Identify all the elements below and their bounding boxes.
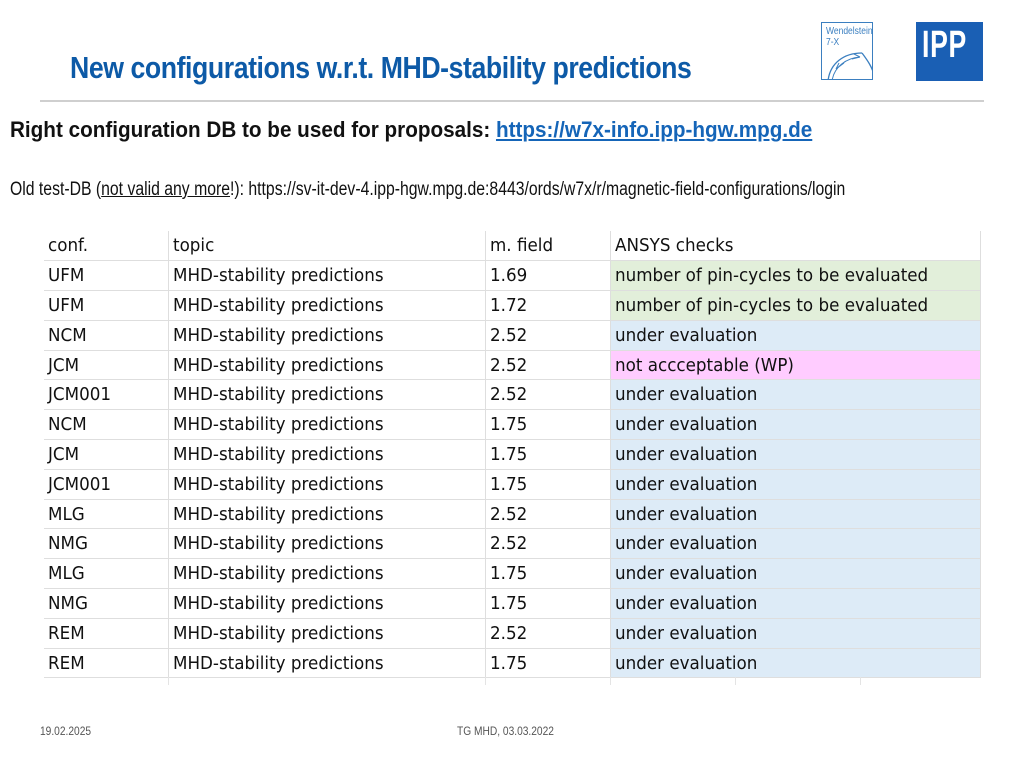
cell-m-field: 1.75 <box>485 409 611 441</box>
configuration-table: conf. topic m. field ANSYS checks UFM MH… <box>44 231 981 679</box>
cell-m-field: 1.75 <box>485 588 611 619</box>
w7x-logo-line1: Wendelstein <box>826 26 873 37</box>
cell-conf: REM <box>44 648 169 679</box>
cell-conf: NMG <box>44 528 169 560</box>
gridline-stub <box>485 677 486 685</box>
cell-conf: NMG <box>44 588 169 619</box>
table-row: NMG MHD-stability predictions 1.75 under… <box>44 588 981 619</box>
gridline-stub <box>860 677 861 685</box>
wendelstein-7x-logo: Wendelstein 7-X <box>821 22 873 80</box>
cell-ansys-status: number of pin-cycles to be evaluated <box>610 290 981 321</box>
w7x-logo-line2: 7-X <box>826 37 840 48</box>
table-row: REM MHD-stability predictions 2.52 under… <box>44 618 981 649</box>
table-row: MLG MHD-stability predictions 1.75 under… <box>44 558 981 590</box>
table-row: NCM MHD-stability predictions 2.52 under… <box>44 320 981 351</box>
cell-conf: JCM001 <box>44 379 169 411</box>
proposal-db-link[interactable]: https://w7x-info.ipp-hgw.mpg.de <box>495 117 813 142</box>
table-row: JCM MHD-stability predictions 2.52 not a… <box>44 350 981 381</box>
cell-m-field: 1.75 <box>485 558 611 590</box>
cell-conf: JCM <box>44 350 169 381</box>
cell-m-field: 1.75 <box>485 648 611 679</box>
cell-m-field: 2.52 <box>485 379 611 411</box>
cell-topic: MHD-stability predictions <box>168 260 486 292</box>
table-row: NMG MHD-stability predictions 2.52 under… <box>44 528 981 560</box>
gridline-stub <box>735 677 736 685</box>
cell-topic: MHD-stability predictions <box>168 350 486 381</box>
proposal-db-label: Right configuration DB to be used for pr… <box>10 117 496 142</box>
gridline-stub <box>610 677 611 685</box>
table-row: MLG MHD-stability predictions 2.52 under… <box>44 499 981 530</box>
cell-m-field: 2.52 <box>485 618 611 649</box>
cell-m-field: 1.75 <box>485 439 611 470</box>
cell-conf: JCM001 <box>44 469 169 500</box>
cell-conf: UFM <box>44 290 169 321</box>
cell-topic: MHD-stability predictions <box>168 558 486 590</box>
cell-m-field: 2.52 <box>485 528 611 560</box>
cell-ansys-status: under evaluation <box>610 648 981 679</box>
table-row: JCM001 MHD-stability predictions 1.75 un… <box>44 469 981 500</box>
proposal-db-line: Right configuration DB to be used for pr… <box>10 117 812 143</box>
table-row: JCM MHD-stability predictions 1.75 under… <box>44 439 981 470</box>
table-row: UFM MHD-stability predictions 1.72 numbe… <box>44 290 981 321</box>
cell-topic: MHD-stability predictions <box>168 409 486 441</box>
table-header-row: conf. topic m. field ANSYS checks <box>44 231 981 262</box>
old-test-db-line: Old test-DB (not valid any more!): https… <box>10 179 845 201</box>
cell-ansys-status: under evaluation <box>610 528 981 560</box>
cell-ansys-status: under evaluation <box>610 469 981 500</box>
old-db-not-valid-note: not valid any more <box>101 179 231 200</box>
gridline-stub <box>168 677 169 685</box>
cell-topic: MHD-stability predictions <box>168 528 486 560</box>
header-topic: topic <box>168 231 486 262</box>
cell-ansys-status: under evaluation <box>610 439 981 470</box>
cell-conf: NCM <box>44 320 169 351</box>
ipp-logo: IPP <box>916 22 983 81</box>
cell-ansys-status: not accceptable (WP) <box>610 350 981 381</box>
cell-topic: MHD-stability predictions <box>168 618 486 649</box>
title-divider <box>40 100 984 102</box>
cell-conf: UFM <box>44 260 169 292</box>
cell-ansys-status: under evaluation <box>610 409 981 441</box>
cell-ansys-status: under evaluation <box>610 320 981 351</box>
table-row: JCM001 MHD-stability predictions 2.52 un… <box>44 379 981 411</box>
cell-ansys-status: under evaluation <box>610 588 981 619</box>
cell-m-field: 1.75 <box>485 469 611 500</box>
cell-m-field: 1.72 <box>485 290 611 321</box>
ipp-logo-text: IPP <box>922 24 967 66</box>
cell-conf: NCM <box>44 409 169 441</box>
header-ansys-checks: ANSYS checks <box>610 231 981 262</box>
old-db-url: !): https://sv-it-dev-4.ipp-hgw.mpg.de:8… <box>230 179 846 200</box>
cell-topic: MHD-stability predictions <box>168 290 486 321</box>
table-row: UFM MHD-stability predictions 1.69 numbe… <box>44 260 981 292</box>
w7x-arc-icon <box>827 52 872 79</box>
cell-ansys-status: under evaluation <box>610 558 981 590</box>
table-row: REM MHD-stability predictions 1.75 under… <box>44 648 981 679</box>
cell-conf: JCM <box>44 439 169 470</box>
cell-conf: MLG <box>44 499 169 530</box>
cell-topic: MHD-stability predictions <box>168 648 486 679</box>
cell-ansys-status: number of pin-cycles to be evaluated <box>610 260 981 292</box>
cell-m-field: 2.52 <box>485 320 611 351</box>
cell-ansys-status: under evaluation <box>610 379 981 411</box>
cell-conf: MLG <box>44 558 169 590</box>
cell-topic: MHD-stability predictions <box>168 588 486 619</box>
footer-meeting: TG MHD, 03.03.2022 <box>457 724 554 738</box>
cell-m-field: 2.52 <box>485 499 611 530</box>
footer-date: 19.02.2025 <box>40 724 92 738</box>
cell-m-field: 2.52 <box>485 350 611 381</box>
slide-title: New configurations w.r.t. MHD-stability … <box>70 50 692 85</box>
header-m-field: m. field <box>485 231 611 262</box>
cell-topic: MHD-stability predictions <box>168 499 486 530</box>
table-row: NCM MHD-stability predictions 1.75 under… <box>44 409 981 441</box>
cell-topic: MHD-stability predictions <box>168 439 486 470</box>
cell-topic: MHD-stability predictions <box>168 469 486 500</box>
cell-topic: MHD-stability predictions <box>168 320 486 351</box>
header-conf: conf. <box>44 231 169 262</box>
cell-m-field: 1.69 <box>485 260 611 292</box>
cell-topic: MHD-stability predictions <box>168 379 486 411</box>
old-db-prefix: Old test-DB ( <box>10 179 102 200</box>
cell-ansys-status: under evaluation <box>610 618 981 649</box>
cell-ansys-status: under evaluation <box>610 499 981 530</box>
cell-conf: REM <box>44 618 169 649</box>
